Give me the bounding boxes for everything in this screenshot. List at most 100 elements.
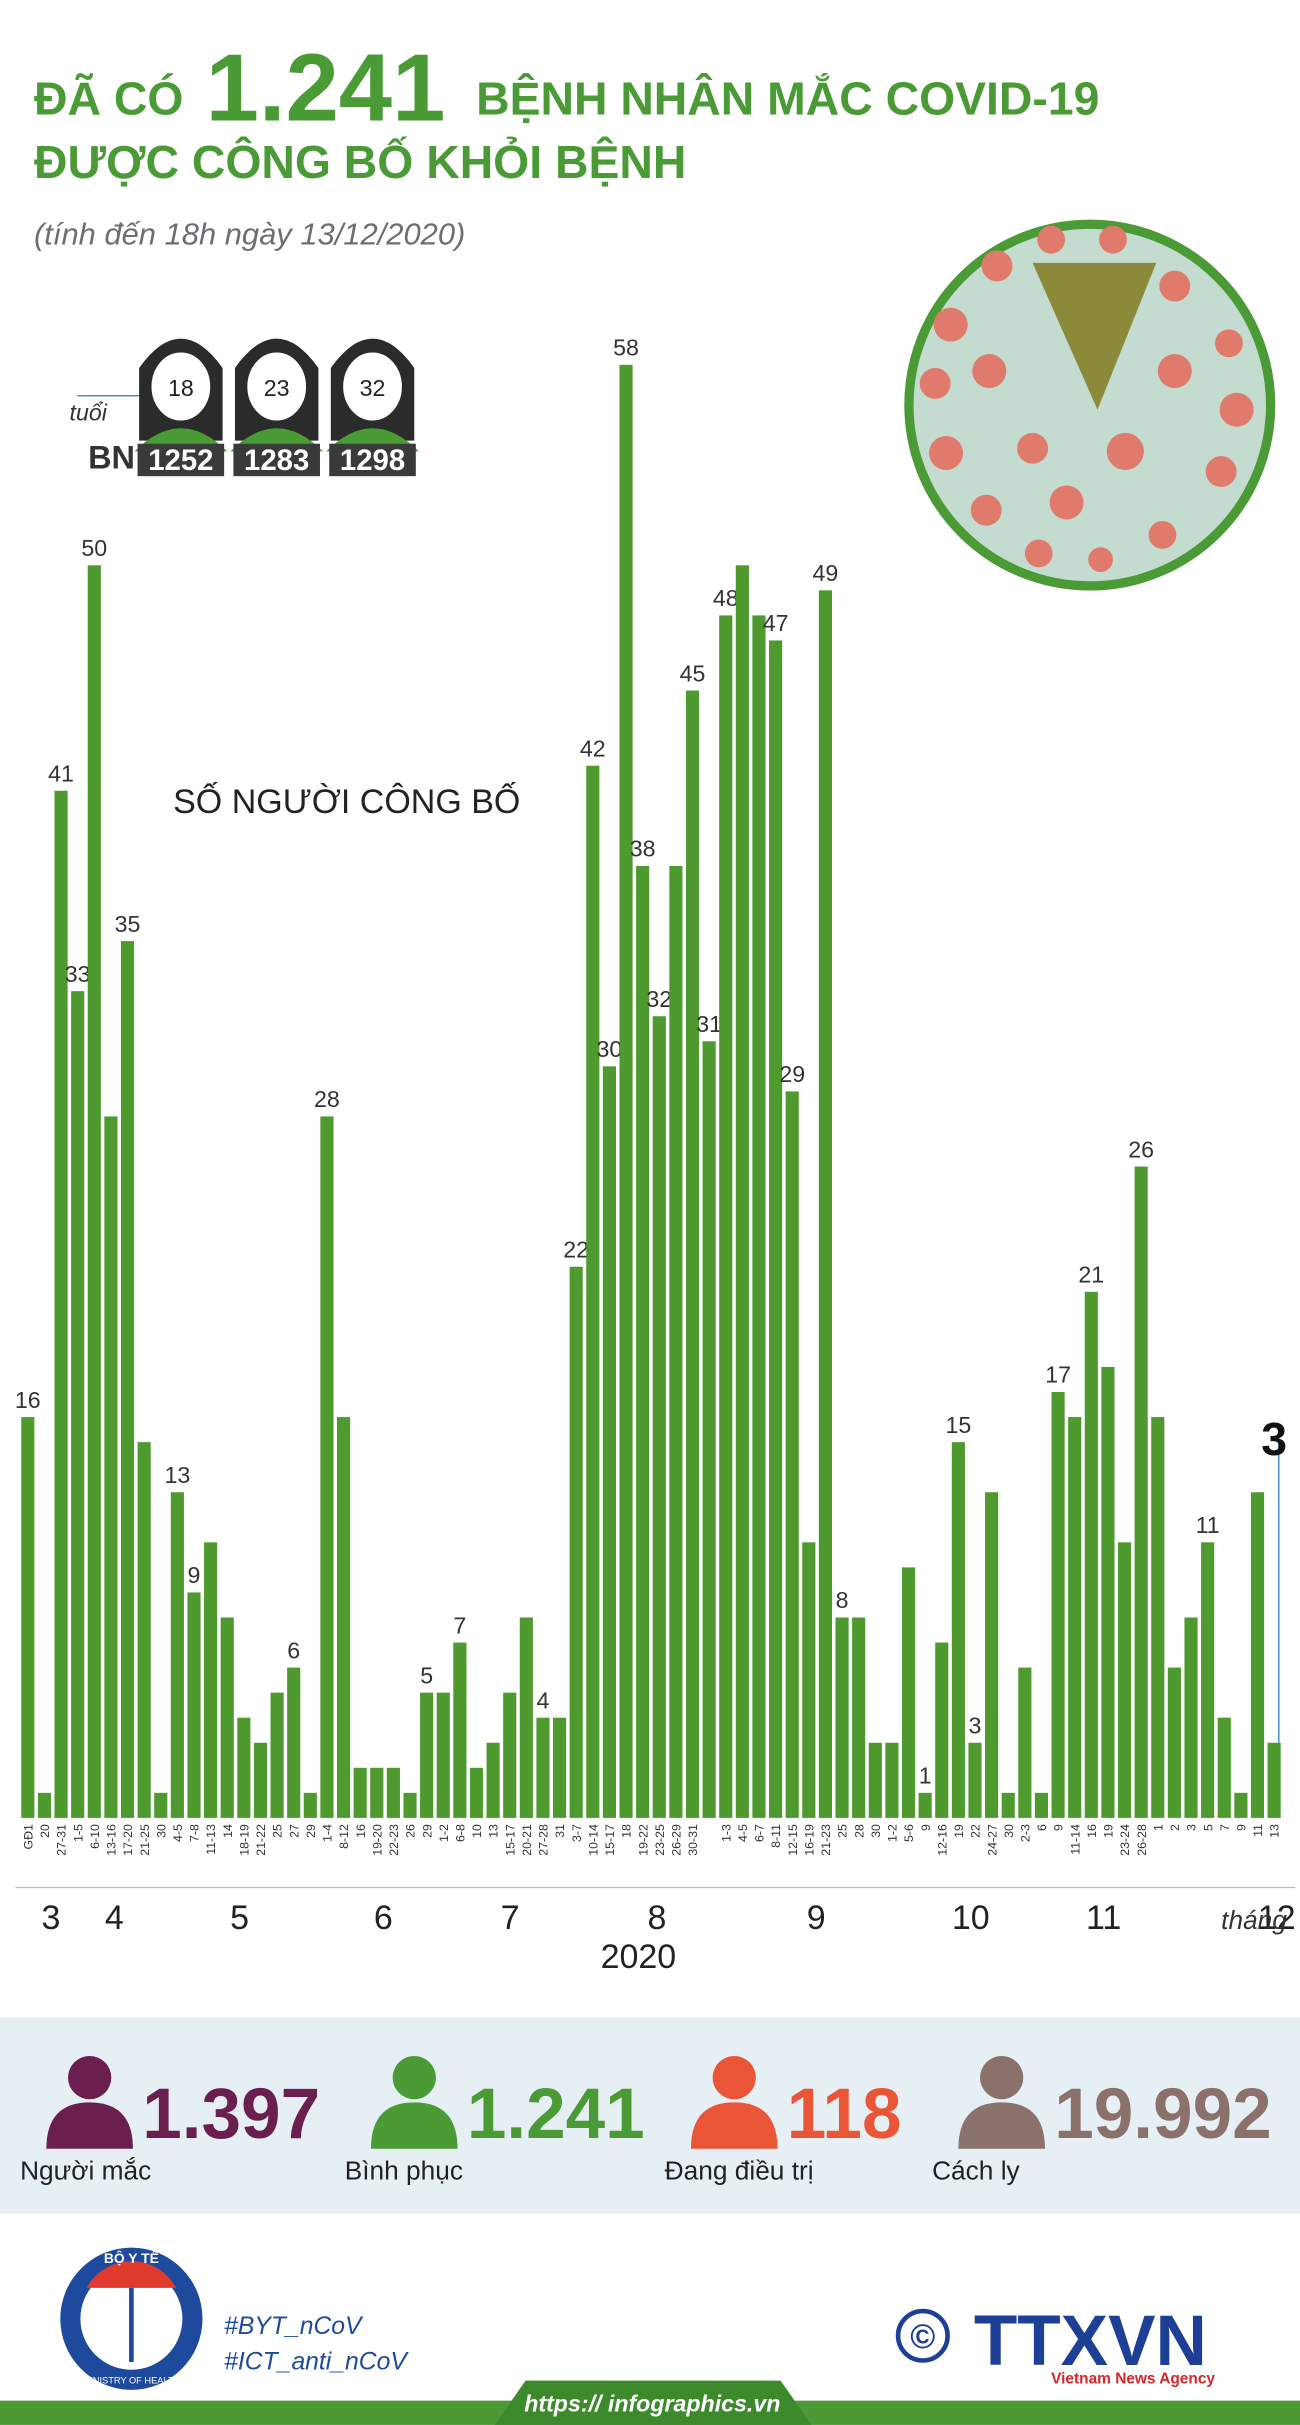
x-tick-label: 21-23 bbox=[819, 1824, 833, 1856]
bar bbox=[1018, 1667, 1032, 1818]
x-tick-label: 27-31 bbox=[55, 1824, 69, 1856]
moh-logo: BỘ Y TẾ MINISTRY OF HEALTH bbox=[60, 2247, 203, 2390]
x-tick-label: 9 bbox=[919, 1824, 933, 1831]
person-body bbox=[370, 2102, 458, 2149]
x-tick-label: 22-23 bbox=[387, 1824, 401, 1856]
bar bbox=[586, 765, 600, 1818]
id-label: BN bbox=[88, 439, 135, 475]
bar bbox=[735, 565, 749, 1818]
copyright: © bbox=[910, 2318, 935, 2356]
bar bbox=[1117, 1542, 1132, 1818]
x-tick-label: 7-8 bbox=[188, 1824, 202, 1842]
bar bbox=[769, 640, 783, 1818]
age: 32 bbox=[360, 375, 386, 401]
face bbox=[340, 349, 405, 424]
x-tick-label: 4-5 bbox=[171, 1824, 185, 1842]
x-tick-label: 25 bbox=[271, 1824, 285, 1838]
bar bbox=[852, 1617, 866, 1818]
value-label: 38 bbox=[630, 836, 656, 862]
person-head bbox=[68, 2055, 112, 2100]
x-tick-label: 30 bbox=[1002, 1824, 1016, 1838]
bar bbox=[87, 565, 101, 1818]
value-label: 32 bbox=[646, 986, 672, 1012]
patient-id: 1283 bbox=[244, 444, 309, 477]
x-tick-label: 1-2 bbox=[886, 1824, 900, 1842]
bar bbox=[519, 1617, 533, 1818]
bar bbox=[1217, 1717, 1231, 1818]
x-tick-label: 10-14 bbox=[586, 1824, 600, 1856]
x-tick-label: 19-22 bbox=[636, 1824, 650, 1856]
x-tick-label: 9 bbox=[1235, 1824, 1249, 1831]
bar bbox=[1051, 1392, 1065, 1818]
person-head bbox=[980, 2055, 1024, 2100]
x-tick-label: 13 bbox=[1268, 1824, 1282, 1838]
x-tick-label: 6 bbox=[1035, 1824, 1049, 1831]
stat-value: 19.992 bbox=[1054, 2075, 1271, 2154]
bar bbox=[37, 1792, 52, 1818]
bar bbox=[204, 1542, 218, 1818]
subtitle: (tính đến 18h ngày 13/12/2020) bbox=[34, 216, 465, 251]
stat-value: 1.397 bbox=[142, 2075, 320, 2154]
bar bbox=[951, 1442, 965, 1818]
x-tick-label: 30-31 bbox=[686, 1824, 700, 1856]
bar bbox=[719, 615, 733, 1818]
x-tick-label: 23-24 bbox=[1118, 1824, 1132, 1856]
value-label: 3 bbox=[969, 1712, 982, 1738]
age: 23 bbox=[264, 375, 290, 401]
x-tick-label: 30 bbox=[869, 1824, 883, 1838]
value-label: 31 bbox=[696, 1011, 722, 1037]
x-tick-label: 5 bbox=[1201, 1824, 1215, 1831]
person-body bbox=[690, 2102, 778, 2149]
person-head bbox=[392, 2055, 436, 2100]
bar bbox=[386, 1767, 400, 1818]
bar bbox=[21, 1417, 35, 1818]
x-tick-label: 19-20 bbox=[370, 1824, 384, 1856]
bar bbox=[1101, 1366, 1115, 1818]
bar bbox=[220, 1617, 234, 1818]
bar bbox=[1167, 1667, 1181, 1818]
spikes bbox=[919, 225, 1254, 573]
stat-value: 1.241 bbox=[467, 2075, 645, 2154]
value-label: 42 bbox=[580, 735, 606, 761]
x-tick-label: 31 bbox=[553, 1824, 567, 1838]
x-tick-label: 4-5 bbox=[736, 1824, 750, 1842]
id-box bbox=[233, 443, 320, 477]
bar bbox=[636, 865, 650, 1818]
bar bbox=[1001, 1792, 1015, 1818]
value-label: 28 bbox=[314, 1086, 340, 1112]
bar bbox=[901, 1567, 916, 1818]
value-label: 17 bbox=[1045, 1362, 1071, 1388]
x-tick-label: 1-2 bbox=[437, 1824, 451, 1842]
bar bbox=[1151, 1417, 1165, 1818]
bar bbox=[1267, 1742, 1281, 1818]
x-tick-label: 16 bbox=[1085, 1824, 1099, 1838]
x-tick-label: 30 bbox=[154, 1824, 168, 1838]
month-label: 3 bbox=[42, 1899, 61, 1937]
age: 18 bbox=[168, 375, 194, 401]
virus-illustration bbox=[904, 219, 1276, 591]
x-tick-label: 12-16 bbox=[935, 1824, 949, 1856]
bar bbox=[469, 1767, 484, 1818]
bar bbox=[818, 590, 833, 1818]
month-label: 10 bbox=[952, 1899, 990, 1937]
hashtag: #ICT_anti_nCoV bbox=[224, 2349, 409, 2376]
bar bbox=[669, 865, 683, 1818]
value-label: 50 bbox=[81, 535, 107, 561]
x-tick-label: 3 bbox=[1185, 1824, 1199, 1831]
bar bbox=[785, 1091, 799, 1818]
x-tick-label: 23-25 bbox=[653, 1824, 667, 1856]
person-body bbox=[46, 2102, 133, 2149]
x-tick-label: 5-6 bbox=[902, 1824, 916, 1842]
bar bbox=[453, 1642, 467, 1818]
x-tick-label: 24-27 bbox=[985, 1824, 999, 1856]
bar bbox=[1034, 1792, 1049, 1818]
x-tick-label: 13 bbox=[487, 1824, 501, 1838]
copyright-ring bbox=[895, 2308, 950, 2363]
agency: TTXVN bbox=[974, 2302, 1207, 2381]
bar bbox=[436, 1692, 450, 1818]
bar bbox=[71, 991, 85, 1818]
x-tick-label: 19 bbox=[952, 1824, 966, 1838]
chart-annotation: SỐ NGƯỜI CÔNG BỐ bbox=[173, 782, 520, 821]
bar bbox=[287, 1667, 301, 1818]
